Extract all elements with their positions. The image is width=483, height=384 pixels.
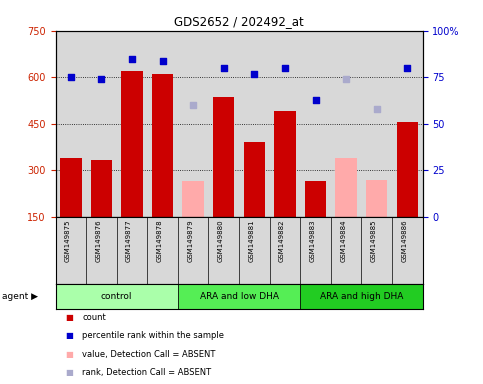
- Bar: [305, 181, 327, 217]
- Bar: [366, 180, 387, 217]
- Point: [98, 76, 105, 82]
- Text: percentile rank within the sample: percentile rank within the sample: [82, 331, 224, 340]
- Bar: [56, 284, 178, 309]
- Text: GSM149876: GSM149876: [96, 220, 101, 262]
- Text: control: control: [101, 292, 132, 301]
- Text: ■: ■: [65, 331, 73, 340]
- Text: GSM149877: GSM149877: [126, 220, 132, 262]
- Text: value, Detection Call = ABSENT: value, Detection Call = ABSENT: [82, 350, 215, 359]
- Point: [281, 65, 289, 71]
- Point: [220, 65, 227, 71]
- Text: ■: ■: [65, 313, 73, 322]
- Title: GDS2652 / 202492_at: GDS2652 / 202492_at: [174, 15, 304, 28]
- Bar: [60, 158, 82, 217]
- Text: ARA and low DHA: ARA and low DHA: [199, 292, 279, 301]
- Point: [159, 58, 167, 64]
- Text: GSM149885: GSM149885: [371, 220, 377, 262]
- Bar: [183, 181, 204, 217]
- Bar: [178, 284, 300, 309]
- Text: GSM149879: GSM149879: [187, 220, 193, 262]
- Point: [342, 76, 350, 82]
- Bar: [152, 74, 173, 217]
- Text: agent ▶: agent ▶: [2, 292, 39, 301]
- Text: ■: ■: [65, 368, 73, 377]
- Text: rank, Detection Call = ABSENT: rank, Detection Call = ABSENT: [82, 368, 211, 377]
- Bar: [274, 111, 296, 217]
- Point: [403, 65, 411, 71]
- Text: GSM149878: GSM149878: [156, 220, 163, 262]
- Bar: [244, 142, 265, 217]
- Text: GSM149875: GSM149875: [65, 220, 71, 262]
- Bar: [213, 98, 235, 217]
- Point: [128, 56, 136, 62]
- Text: GSM149882: GSM149882: [279, 220, 285, 262]
- Text: GSM149884: GSM149884: [340, 220, 346, 262]
- Text: GSM149883: GSM149883: [310, 220, 315, 262]
- Bar: [397, 122, 418, 217]
- Text: GSM149886: GSM149886: [401, 220, 407, 262]
- Bar: [335, 158, 357, 217]
- Text: ARA and high DHA: ARA and high DHA: [320, 292, 403, 301]
- Point: [67, 74, 75, 80]
- Point: [373, 106, 381, 112]
- Point: [312, 96, 319, 103]
- Text: ■: ■: [65, 350, 73, 359]
- Text: GSM149880: GSM149880: [218, 220, 224, 262]
- Bar: [91, 159, 112, 217]
- Bar: [300, 284, 423, 309]
- Bar: [121, 71, 143, 217]
- Point: [189, 102, 197, 108]
- Text: GSM149881: GSM149881: [248, 220, 255, 262]
- Point: [251, 71, 258, 77]
- Text: count: count: [82, 313, 106, 322]
